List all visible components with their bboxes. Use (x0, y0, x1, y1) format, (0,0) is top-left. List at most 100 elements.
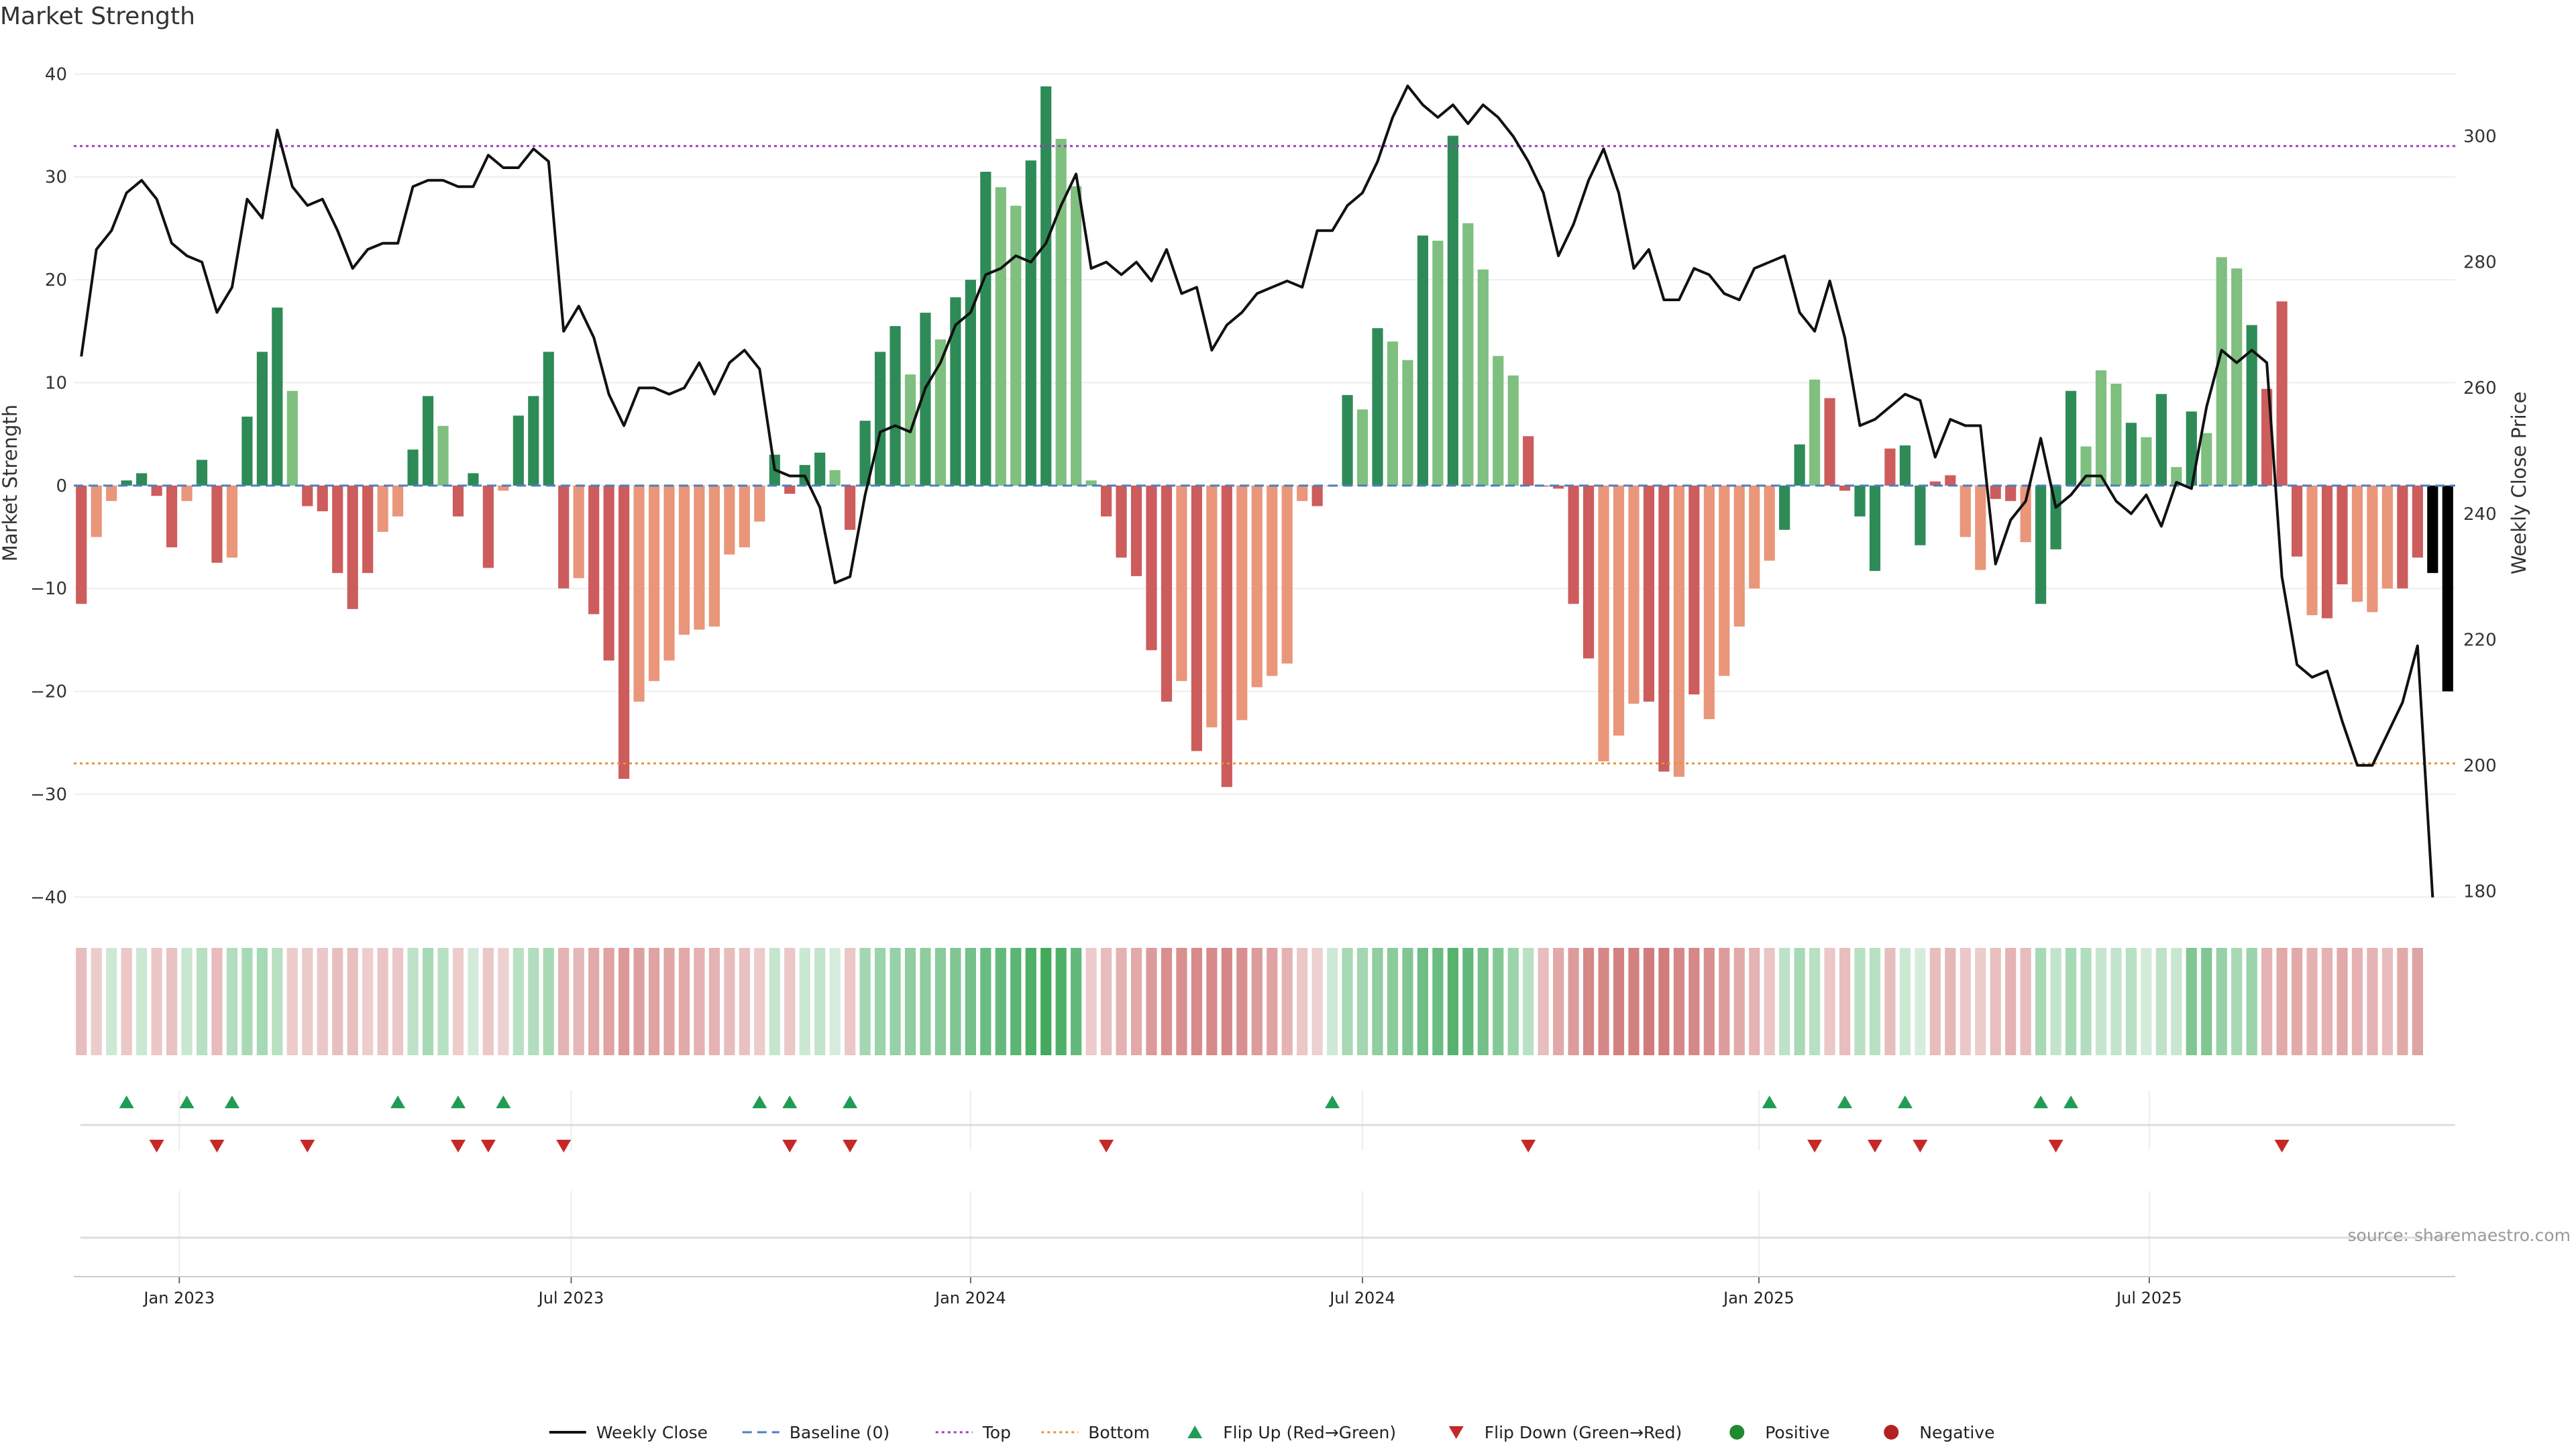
strength-bar (1688, 485, 1700, 695)
heat-cell (1191, 948, 1202, 1055)
strength-bar (452, 485, 464, 517)
heat-cell (1176, 948, 1187, 1055)
flip-markers (119, 1095, 2290, 1152)
strength-bar (1507, 375, 1519, 486)
heat-cell (1523, 948, 1534, 1055)
strength-bar (874, 352, 886, 486)
heat-cell (2141, 948, 2152, 1055)
strength-bar (2231, 268, 2243, 486)
heat-cell (226, 948, 238, 1055)
legend: Weekly Close Baseline (0) Top Bottom Flip Up… (549, 1423, 1994, 1442)
heat-cell (2397, 948, 2408, 1055)
flip-down-marker (450, 1140, 466, 1152)
heat-cell (1146, 948, 1157, 1055)
strength-bar (1884, 448, 1896, 486)
flip-up-marker (752, 1095, 767, 1108)
heat-cell (106, 948, 117, 1055)
strength-bar (1523, 436, 1534, 486)
strength-bar (2125, 423, 2137, 486)
strength-bar (136, 473, 148, 486)
heat-cell (256, 948, 268, 1055)
strength-bar (2035, 485, 2047, 604)
strength-bar (1130, 485, 1142, 576)
strength-bar (2442, 485, 2453, 692)
heat-cell (196, 948, 208, 1055)
legend-item-flip-up-red-green: Flip Up (Red→Green) (1187, 1423, 1396, 1442)
heat-cell (980, 948, 991, 1055)
strength-bar (2367, 485, 2378, 612)
heat-cell (633, 948, 645, 1055)
strength-bar (1206, 485, 1218, 728)
heat-cell (1161, 948, 1173, 1055)
heat-cell (2095, 948, 2107, 1055)
heat-cell (814, 948, 826, 1055)
y2-tick-label: 220 (2463, 630, 2497, 650)
strength-bar (2171, 467, 2182, 486)
strength-bar (2246, 325, 2257, 486)
heat-cell (1764, 948, 1775, 1055)
heat-cell (211, 948, 223, 1055)
strength-bar (1568, 485, 1579, 604)
flip-up-marker (2063, 1095, 2079, 1108)
heat-cell (422, 948, 434, 1055)
strength-bar (663, 485, 675, 661)
price-line-group (80, 85, 2434, 898)
heat-cell (784, 948, 796, 1055)
strength-bar (1116, 485, 1127, 558)
heat-cell (151, 948, 162, 1055)
strength-bar (1960, 485, 1971, 537)
strength-bar (1719, 485, 1730, 676)
strength-bar (2005, 485, 2017, 501)
heat-strip (76, 948, 2423, 1055)
strength-bar (121, 480, 132, 486)
strength-bar (2412, 485, 2423, 558)
strength-bar (286, 390, 298, 486)
axes: 40 30 20 10 0 −10 −20 −30 −40 300 280 260 240 220 200 1… (0, 64, 2530, 1307)
legend-label: Flip Down (Green→Red) (1485, 1423, 1682, 1442)
heat-cell (1839, 948, 1851, 1055)
y2-axis-label: Weekly Close Price (2508, 392, 2530, 575)
strength-bar (2110, 383, 2122, 486)
y-tick-label: 10 (45, 373, 67, 393)
strength-bar (1236, 485, 1248, 720)
heat-cell (2412, 948, 2423, 1055)
heat-cell (1899, 948, 1911, 1055)
heat-cell (754, 948, 765, 1055)
strength-bar (1462, 223, 1474, 486)
legend-label: Bottom (1088, 1423, 1150, 1442)
heat-cell (121, 948, 132, 1055)
heat-cell (829, 948, 841, 1055)
strength-bar (407, 449, 419, 486)
strength-bar (1297, 485, 1308, 501)
heat-cell (1040, 948, 1052, 1055)
y-tick-label: −10 (30, 579, 67, 599)
strength-bar (2321, 485, 2333, 619)
heat-cell (1055, 948, 1067, 1055)
strength-bar (2337, 485, 2348, 585)
y-tick-label: 20 (45, 270, 67, 290)
strength-bar (2155, 394, 2167, 486)
flip-up-marker (119, 1095, 134, 1108)
reference-lines (74, 145, 2455, 765)
strength-bar (437, 425, 449, 486)
strength-bar (588, 485, 600, 614)
y-tick-label: −40 (30, 888, 67, 908)
strength-bar (482, 485, 494, 568)
heat-cell (1297, 948, 1308, 1055)
heat-cell (498, 948, 509, 1055)
heat-cell (1824, 948, 1835, 1055)
heat-cell (2367, 948, 2378, 1055)
strength-bar (1809, 379, 1821, 486)
strength-bar (573, 485, 584, 578)
heat-cell (2337, 948, 2348, 1055)
strength-bar (1372, 328, 1383, 486)
flip-down-marker (1099, 1140, 1114, 1152)
heat-cell (1688, 948, 1700, 1055)
strength-bar (1055, 138, 1067, 486)
legend-item-baseline-0: Baseline (0) (742, 1423, 890, 1442)
flip-up-marker (1897, 1095, 1913, 1108)
strength-bar (543, 352, 554, 486)
legend-label: Flip Up (Red→Green) (1223, 1423, 1396, 1442)
heat-cell (1447, 948, 1458, 1055)
heat-cell (769, 948, 780, 1055)
